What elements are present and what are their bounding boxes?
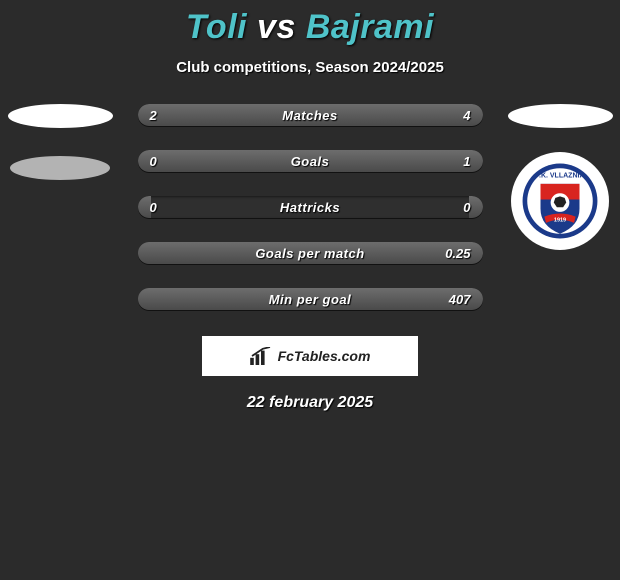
svg-text:1919: 1919: [554, 217, 566, 223]
vllaznia-crest-icon: F.K. VLLAZNIA 1919: [521, 162, 599, 240]
date-text: 22 february 2025: [0, 394, 620, 412]
player2-name: Bajrami: [306, 8, 434, 46]
left-placeholder-1: [8, 104, 113, 128]
stat-label: Matches: [138, 104, 483, 126]
stat-bar: 0.25Goals per match: [138, 242, 483, 264]
left-placeholder-2: [10, 156, 110, 180]
right-placeholder-1: [508, 104, 613, 128]
stat-bar: 407Min per goal: [138, 288, 483, 310]
stat-bars: 24Matches 01Goals 00Hattricks 0.25Goals per…: [138, 104, 483, 310]
chart-icon: [250, 347, 272, 365]
stat-label: Goals per match: [138, 242, 483, 264]
attribution-badge: FcTables.com: [202, 336, 418, 376]
right-side-column: F.K. VLLAZNIA 1919: [500, 104, 620, 250]
stat-bar: 24Matches: [138, 104, 483, 126]
vs-text: vs: [257, 8, 296, 46]
svg-text:F.K. VLLAZNIA: F.K. VLLAZNIA: [536, 173, 585, 180]
stat-label: Goals: [138, 150, 483, 172]
subtitle: Club competitions, Season 2024/2025: [0, 59, 620, 76]
page-title: Toli vs Bajrami: [0, 0, 620, 47]
left-side-column: [0, 104, 120, 180]
comparison-layout: F.K. VLLAZNIA 1919 24Matches 01Goals 00Hat…: [0, 104, 620, 310]
stat-label: Hattricks: [138, 196, 483, 218]
attribution-text: FcTables.com: [278, 348, 371, 364]
team-crest: F.K. VLLAZNIA 1919: [511, 152, 609, 250]
stat-label: Min per goal: [138, 288, 483, 310]
stat-bar: 00Hattricks: [138, 196, 483, 218]
player1-name: Toli: [186, 8, 247, 46]
stat-bar: 01Goals: [138, 150, 483, 172]
